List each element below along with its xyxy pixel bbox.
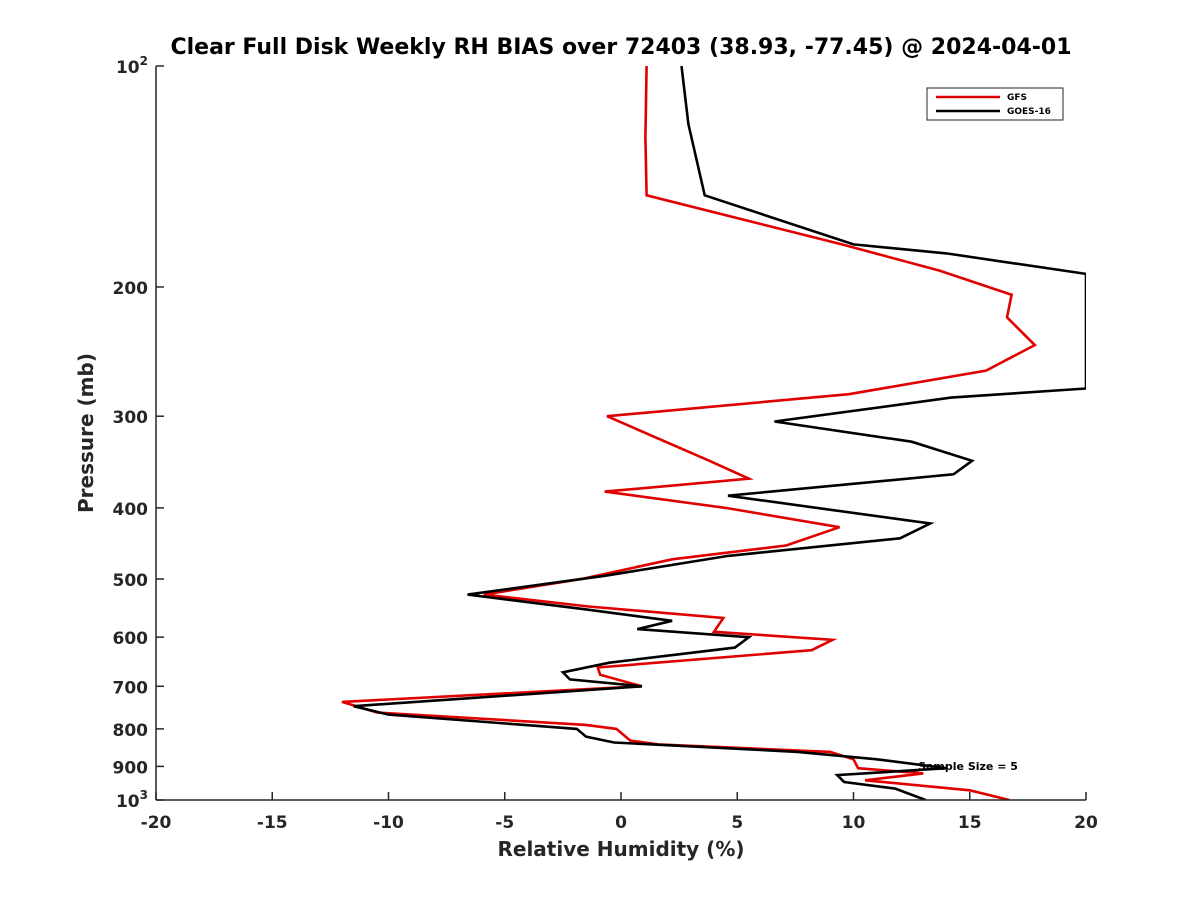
legend-label: GOES-16: [1007, 107, 1051, 117]
x-tick-label: 5: [731, 813, 743, 833]
x-axis-label: Relative Humidity (%): [497, 837, 744, 861]
legend-label: GFS: [1007, 93, 1027, 103]
x-tick-label: 10: [842, 813, 866, 833]
y-axis-label: Pressure (mb): [74, 353, 98, 513]
series-line-goes-16: [353, 66, 1086, 800]
y-tick-label: 300: [113, 408, 149, 428]
legend: GFS GOES-16: [926, 87, 1064, 121]
y-tick-label: 200: [113, 279, 149, 299]
x-tick-label: -5: [495, 813, 514, 833]
y-tick-label: 900: [113, 758, 149, 778]
x-tick-label: 20: [1074, 813, 1098, 833]
y-ticks: 102 200 300 400 500 600 700 800 900 103: [113, 54, 164, 812]
x-tick-label: -20: [141, 813, 172, 833]
y-tick-label: 102: [116, 54, 148, 78]
x-tick-label: 15: [958, 813, 982, 833]
x-tick-label: -10: [373, 813, 404, 833]
series-layer: [341, 66, 1086, 800]
sample-size-annotation: Sample Size = 5: [918, 760, 1018, 773]
y-tick-label: 103: [116, 788, 148, 812]
y-tick-label: 800: [113, 721, 149, 741]
y-tick-label: 500: [113, 571, 149, 591]
y-tick-label: 700: [113, 678, 149, 698]
y-tick-label: 600: [113, 629, 149, 649]
x-ticks: -20 -15 -10 -5 0 5 10 15 20: [141, 792, 1098, 833]
y-tick-label: 400: [113, 500, 149, 520]
chart-title: Clear Full Disk Weekly RH BIAS over 7240…: [170, 35, 1071, 60]
legend-box: [926, 87, 1064, 121]
x-tick-label: -15: [257, 813, 288, 833]
x-tick-label: 0: [615, 813, 627, 833]
